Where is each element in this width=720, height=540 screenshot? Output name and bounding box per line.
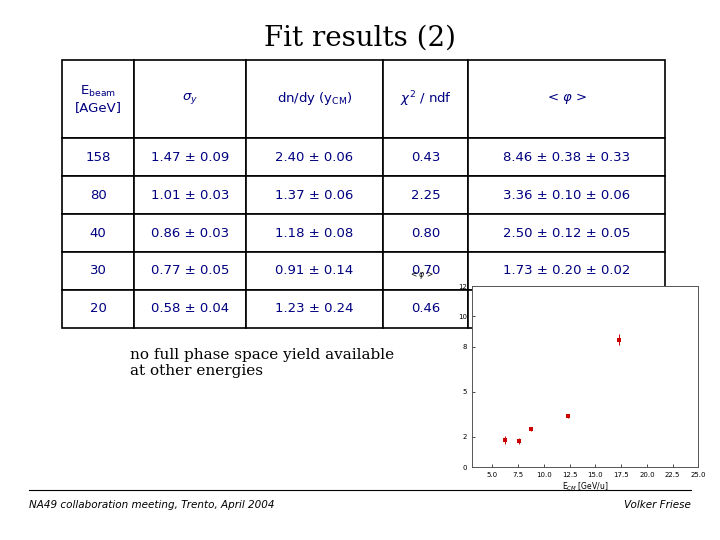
Text: Fit results (2): Fit results (2) bbox=[264, 24, 456, 51]
Text: no full phase space yield available
at other energies: no full phase space yield available at o… bbox=[130, 348, 394, 379]
Y-axis label: < $\varphi$ >: < $\varphi$ > bbox=[410, 269, 433, 281]
Text: NA49 collaboration meeting, Trento, April 2004: NA49 collaboration meeting, Trento, Apri… bbox=[29, 500, 274, 510]
X-axis label: E$_{CM}$ [GeV/u]: E$_{CM}$ [GeV/u] bbox=[562, 481, 608, 493]
Text: Volker Friese: Volker Friese bbox=[624, 500, 691, 510]
